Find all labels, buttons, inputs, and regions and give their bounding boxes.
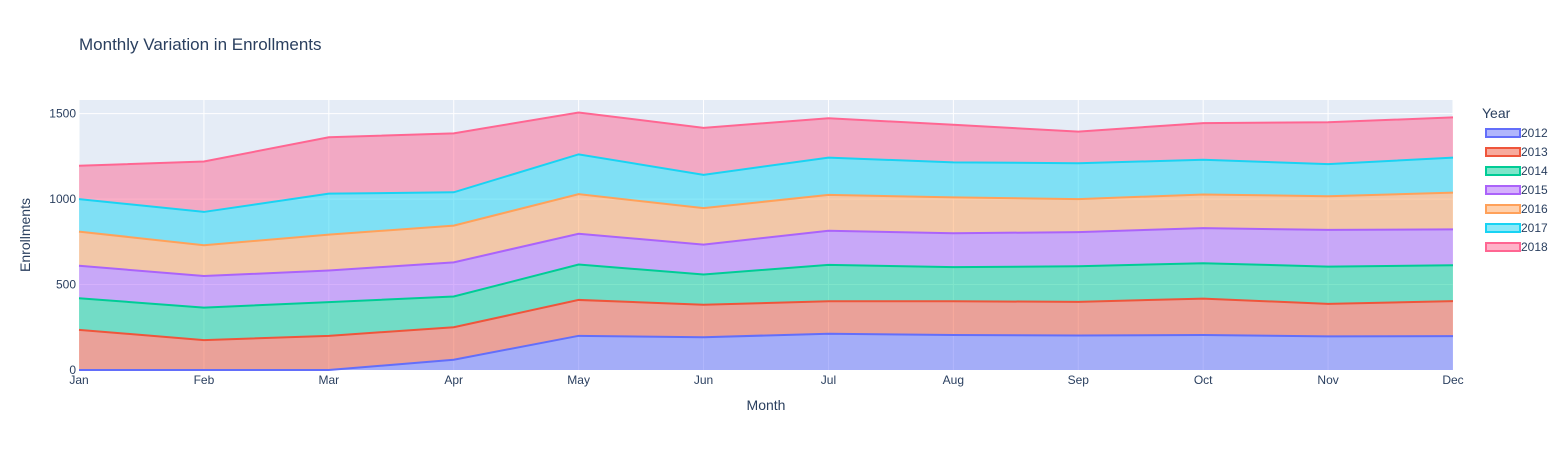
x-tick-label: Aug <box>943 373 964 387</box>
area-series-2015[interactable] <box>79 228 1453 308</box>
area-layer <box>79 112 1453 370</box>
legend-swatch <box>1485 128 1521 138</box>
legend-swatch <box>1485 147 1521 157</box>
area-series-2014[interactable] <box>79 263 1453 341</box>
area-series-2012[interactable] <box>79 333 1453 370</box>
y-tick-label: 1000 <box>49 192 76 206</box>
legend-swatch <box>1485 242 1521 252</box>
x-tick-label: Jul <box>821 373 836 387</box>
legend-label: 2012 <box>1521 126 1548 140</box>
x-axis-title: Month <box>747 397 786 413</box>
legend-label: 2015 <box>1521 183 1548 197</box>
legend-title: Year <box>1482 105 1511 121</box>
line-series-2016 <box>78 191 1454 247</box>
y-axis-title: Enrollments <box>17 198 33 272</box>
x-tick-label: Nov <box>1317 373 1338 387</box>
x-tick-labels: Jan Feb Mar Apr May Jun Jul Aug Sep Oct Nov Dec <box>69 373 1463 387</box>
legend-item-2018[interactable]: 2018 <box>1485 240 1548 254</box>
x-tick-label: Sep <box>1068 373 1090 387</box>
area-series-2016[interactable] <box>79 192 1453 277</box>
legend-item-2013[interactable]: 2013 <box>1485 145 1548 159</box>
legend-item-2016[interactable]: 2016 <box>1485 202 1548 216</box>
area-series-2013[interactable] <box>79 298 1453 370</box>
area-series-2017[interactable] <box>79 154 1453 246</box>
y-tick-label: 1500 <box>49 107 76 121</box>
legend-swatch <box>1485 223 1521 233</box>
legend-label: 2018 <box>1521 240 1548 254</box>
line-series-2017 <box>78 153 1454 213</box>
x-tick-label: Dec <box>1442 373 1463 387</box>
line-series-2018 <box>78 111 1454 167</box>
legend-item-2014[interactable]: 2014 <box>1485 164 1548 178</box>
chart-title: Monthly Variation in Enrollments <box>79 35 322 54</box>
legend-label: 2017 <box>1521 221 1548 235</box>
line-series-2014 <box>78 262 1454 309</box>
legend-label: 2016 <box>1521 202 1548 216</box>
line-series-2012 <box>79 332 1454 371</box>
area-series-2018[interactable] <box>79 112 1453 212</box>
y-tick-labels: 0 500 1000 1500 <box>49 107 76 377</box>
x-tick-label: Oct <box>1194 373 1213 387</box>
x-tick-label: Mar <box>318 373 339 387</box>
legend-item-2015[interactable]: 2015 <box>1485 183 1548 197</box>
x-tick-label: May <box>567 373 590 387</box>
x-tick-label: Jan <box>69 373 88 387</box>
line-series-2013 <box>78 297 1454 342</box>
y-tick-label: 0 <box>69 363 76 377</box>
x-tick-label: Jun <box>694 373 713 387</box>
legend-swatch <box>1485 204 1521 214</box>
legend-item-2017[interactable]: 2017 <box>1485 221 1548 235</box>
legend-swatch <box>1485 166 1521 176</box>
line-layer <box>78 111 1454 371</box>
legend-item-2012[interactable]: 2012 <box>1485 126 1548 140</box>
x-tick-label: Apr <box>444 373 463 387</box>
legend-swatch <box>1485 185 1521 195</box>
y-tick-label: 500 <box>56 278 76 292</box>
legend[interactable]: Year 2012 2013 2014 2015 2016 2017 2018 <box>1482 105 1548 254</box>
legend-label: 2014 <box>1521 164 1548 178</box>
legend-items[interactable]: 2012 2013 2014 2015 2016 2017 2018 <box>1485 126 1548 254</box>
legend-label: 2013 <box>1521 145 1548 159</box>
x-tick-label: Feb <box>194 373 215 387</box>
line-series-2015 <box>78 227 1454 278</box>
